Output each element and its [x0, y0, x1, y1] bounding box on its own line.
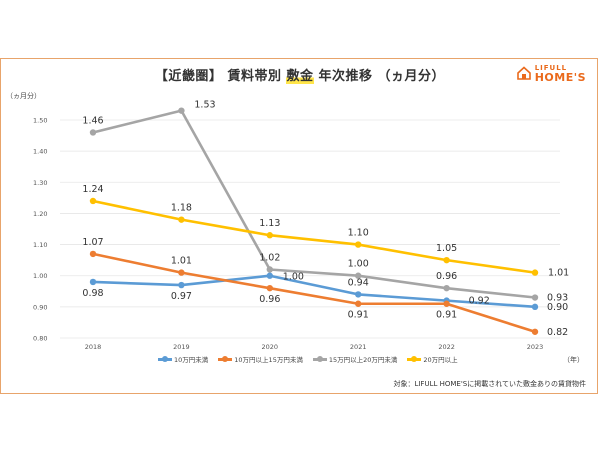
data-point — [443, 256, 450, 264]
y-axis-unit: （ヵ月分） — [6, 92, 41, 100]
data-label: 0.98 — [82, 288, 103, 299]
series-line — [92, 252, 536, 334]
data-label: 1.53 — [194, 100, 215, 111]
data-label: 1.05 — [436, 243, 457, 254]
data-label: 1.00 — [348, 259, 369, 270]
legend-swatch — [312, 355, 327, 362]
data-point — [355, 272, 362, 279]
legend-swatch — [158, 355, 172, 362]
x-tick-label: 2018 — [85, 343, 102, 351]
data-point — [178, 107, 185, 114]
data-label: 0.91 — [348, 310, 369, 321]
data-point — [89, 278, 97, 286]
data-label: 0.90 — [547, 302, 568, 313]
legend-item: 20万円以上 — [407, 354, 458, 364]
data-point — [178, 216, 185, 223]
data-label: 1.24 — [82, 184, 103, 195]
y-tick-label: 1.00 — [33, 272, 47, 280]
data-label: 1.07 — [82, 237, 103, 248]
data-point — [355, 241, 362, 248]
legend-item: 10万円未満 — [158, 354, 208, 364]
legend-swatch — [218, 355, 233, 362]
data-label: 1.01 — [171, 256, 192, 267]
data-label: 1.01 — [548, 268, 569, 279]
chart-legend: 10万円未満 10万円以上15万円未満 15万円以上20万円未満 20万円以上 — [158, 354, 458, 364]
x-tick-label: 2020 — [262, 343, 279, 351]
legend-label: 15万円以上20万円未満 — [328, 356, 398, 364]
title-highlight: 敷金 — [286, 69, 314, 84]
source-note: 対象：LIFULL HOME'Sに掲載されていた敷金ありの賃貸物件 — [393, 380, 586, 388]
data-point — [355, 291, 362, 298]
data-point — [531, 269, 539, 276]
lifull-homes-logo: LIFULL HOME'S — [516, 64, 586, 84]
data-label: 1.02 — [259, 252, 280, 263]
data-point — [89, 197, 97, 205]
data-point — [266, 284, 273, 292]
x-tick-label: 2023 — [527, 343, 544, 351]
data-point — [178, 269, 185, 276]
legend-item: 15万円以上20万円未満 — [312, 354, 398, 364]
chart-title: 【近畿圏】 賃料帯別 敷金 年次推移 （ヵ月分） — [154, 69, 446, 84]
data-label: 0.82 — [547, 327, 568, 338]
y-tick-label: 1.40 — [33, 148, 47, 156]
data-point — [531, 328, 539, 335]
data-label: 0.91 — [436, 310, 457, 321]
series-line — [92, 274, 536, 309]
series-line — [92, 199, 536, 274]
logo-line1: LIFULL — [534, 64, 568, 72]
data-label: 1.00 — [283, 272, 304, 283]
legend-label: 20万円以上 — [423, 356, 458, 364]
data-label: 0.96 — [259, 294, 280, 305]
data-point — [89, 250, 97, 258]
x-tick-label: 2019 — [173, 343, 190, 351]
x-tick-label: 2022 — [438, 343, 455, 351]
legend-item: 10万円以上15万円未満 — [218, 354, 303, 364]
data-point — [443, 300, 450, 307]
logo-line2: HOME'S — [534, 71, 586, 84]
y-tick-label: 1.10 — [33, 241, 47, 249]
data-label: 1.13 — [259, 218, 280, 229]
x-tick-label: 2021 — [350, 343, 367, 351]
data-label: 0.97 — [171, 291, 192, 302]
y-tick-label: 1.20 — [33, 210, 47, 218]
data-point — [178, 281, 185, 289]
legend-label: 10万円未満 — [174, 356, 209, 364]
data-label: 0.94 — [348, 277, 369, 288]
data-label: 1.18 — [171, 203, 192, 214]
y-tick-label: 1.30 — [33, 179, 47, 187]
data-point — [443, 284, 450, 292]
data-point — [531, 294, 539, 301]
data-label: 0.92 — [469, 296, 490, 307]
data-label: 0.93 — [547, 293, 568, 304]
legend-swatch — [407, 355, 422, 362]
house-logo-icon — [516, 66, 531, 80]
y-tick-label: 1.50 — [33, 117, 47, 125]
data-point — [355, 300, 362, 307]
data-point — [266, 232, 273, 239]
y-tick-label: 0.90 — [33, 303, 47, 311]
data-point — [89, 129, 97, 136]
data-point — [266, 272, 273, 279]
legend-label: 10万円以上15万円未満 — [234, 356, 303, 364]
data-point — [266, 266, 273, 273]
data-point — [531, 303, 539, 311]
data-label: 1.46 — [82, 115, 103, 126]
y-tick-label: 0.80 — [33, 335, 47, 343]
data-label: 1.10 — [348, 228, 369, 239]
series-line — [92, 109, 536, 299]
data-label: 0.96 — [436, 271, 457, 282]
x-axis-unit: （年） — [563, 356, 584, 364]
